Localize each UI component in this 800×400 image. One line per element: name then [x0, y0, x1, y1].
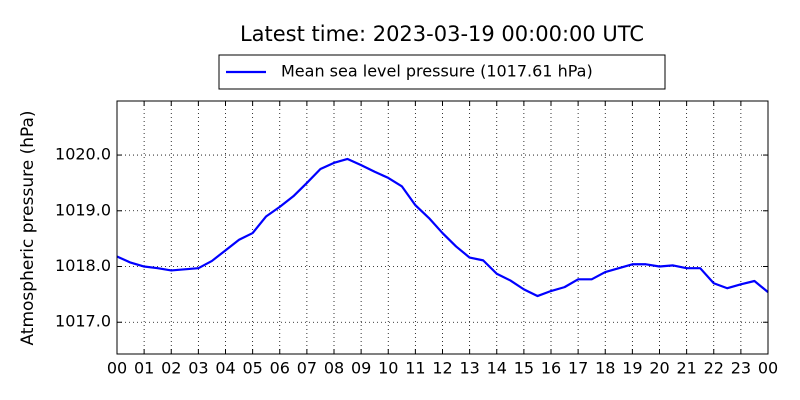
x-tick-label: 18 — [595, 359, 615, 378]
plot-frame — [116, 100, 769, 355]
x-tick-label: 02 — [161, 359, 181, 378]
x-tick-label: 09 — [351, 359, 371, 378]
x-tick-label: 00 — [107, 359, 127, 378]
y-tick-label: 1017.0 — [55, 312, 111, 331]
x-tick-label: 20 — [649, 359, 669, 378]
x-tick-label: 08 — [324, 359, 344, 378]
x-tick-label: 12 — [432, 359, 452, 378]
x-tick-label: 11 — [405, 359, 425, 378]
x-tick-label: 00 — [758, 359, 778, 378]
x-tick-label: 10 — [378, 359, 398, 378]
x-tick-label: 16 — [541, 359, 561, 378]
x-tick-label: 22 — [704, 359, 724, 378]
legend-label: Mean sea level pressure (1017.61 hPa) — [281, 62, 593, 81]
chart-title: Latest time: 2023-03-19 00:00:00 UTC — [240, 22, 644, 46]
x-tick-label: 03 — [188, 359, 208, 378]
y-tick-label: 1020.0 — [55, 145, 111, 164]
x-tick-label: 15 — [514, 359, 534, 378]
x-tick-label: 01 — [134, 359, 154, 378]
x-tick-label: 14 — [487, 359, 507, 378]
x-tick-label: 19 — [622, 359, 642, 378]
x-tick-label: 06 — [270, 359, 290, 378]
x-tick-label: 17 — [568, 359, 588, 378]
x-tick-label: 21 — [676, 359, 696, 378]
x-tick-label: 13 — [459, 359, 479, 378]
x-tick-label: 04 — [215, 359, 235, 378]
y-tick-label: 1018.0 — [55, 256, 111, 275]
x-tick-label: 05 — [242, 359, 262, 378]
legend-box — [218, 54, 666, 90]
data-line — [116, 157, 769, 298]
y-tick-label: 1019.0 — [55, 200, 111, 219]
x-tick-label: 23 — [731, 359, 751, 378]
y-axis-label: Atmospheric pressure (hPa) — [18, 110, 38, 345]
x-tick-label: 07 — [297, 359, 317, 378]
